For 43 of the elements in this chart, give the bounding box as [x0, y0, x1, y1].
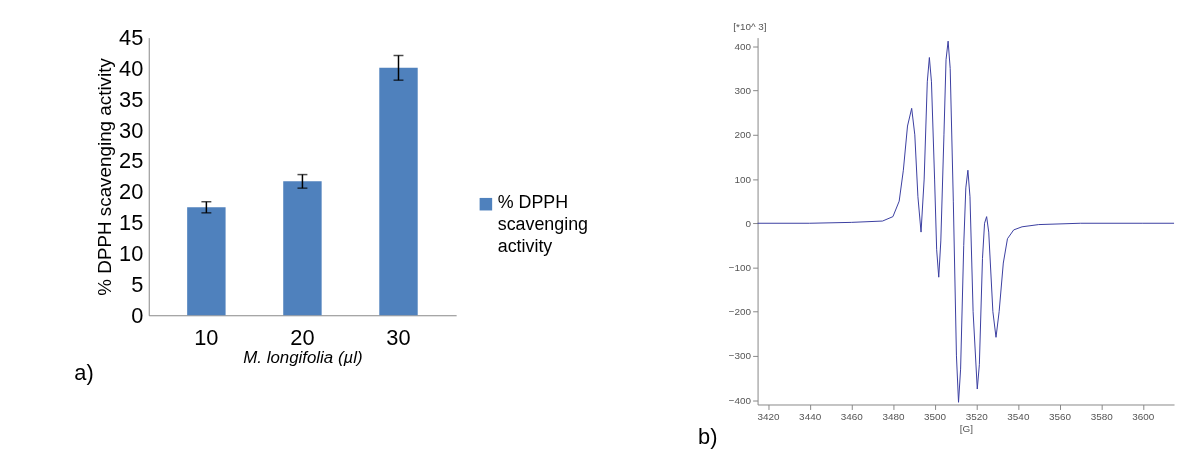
y-tick-label: 35	[119, 86, 144, 112]
y-tick-label: 40	[119, 55, 144, 81]
y-tick-label: −400	[728, 394, 752, 406]
y-tick-label: 100	[734, 173, 752, 185]
x-tick-label: 3500	[924, 410, 947, 422]
x-tick-label: 3460	[840, 410, 864, 422]
x-tick-label: 3580	[1090, 410, 1114, 422]
x-axis-title: [G]	[959, 422, 974, 434]
legend-label: % DPPH scavenging activity	[497, 192, 588, 256]
y-tick-label: 25	[119, 148, 144, 174]
bar	[379, 67, 418, 316]
y-tick-label: 300	[734, 85, 752, 97]
y-tick-label: 5	[131, 271, 144, 297]
x-tick-label: 3600	[1132, 410, 1155, 422]
y-tick-label: 45	[119, 25, 144, 51]
text: a)	[74, 359, 94, 385]
y-tick-label: 200	[734, 129, 752, 141]
y-tick-label: 0	[745, 217, 752, 229]
y-tick-label: 30	[119, 117, 144, 143]
y-tick-label: −100	[728, 261, 752, 273]
x-tick-label: 3540	[1007, 410, 1030, 422]
text: b)	[698, 424, 718, 450]
x-tick-label: 3560	[1048, 410, 1072, 422]
x-tick-label: 30	[386, 324, 411, 350]
y-axis-title: [*10^ 3]	[733, 21, 767, 33]
y-tick-label: 10	[119, 240, 144, 266]
y-tick-label: 400	[734, 40, 752, 52]
x-tick-label: 10	[194, 324, 219, 350]
bar	[187, 207, 226, 316]
x-tick-label: 20	[290, 324, 315, 350]
x-tick-label: 3420	[757, 410, 780, 422]
y-tick-label: 0	[131, 302, 144, 328]
y-tick-label: 15	[119, 210, 144, 236]
x-tick-label: 3480	[882, 410, 905, 422]
y-tick-label: −200	[728, 306, 752, 318]
x-tick-label: 3520	[965, 410, 989, 422]
y-tick-label: 20	[119, 179, 144, 205]
line-series	[757, 40, 1175, 403]
x-axis-title: M. longifolia (µl)	[243, 348, 363, 368]
x-tick-label: 3440	[799, 410, 822, 422]
bar	[283, 181, 322, 316]
y-tick-label: −300	[728, 350, 752, 362]
y-axis-title: % DPPH scavenging activity	[94, 57, 116, 296]
